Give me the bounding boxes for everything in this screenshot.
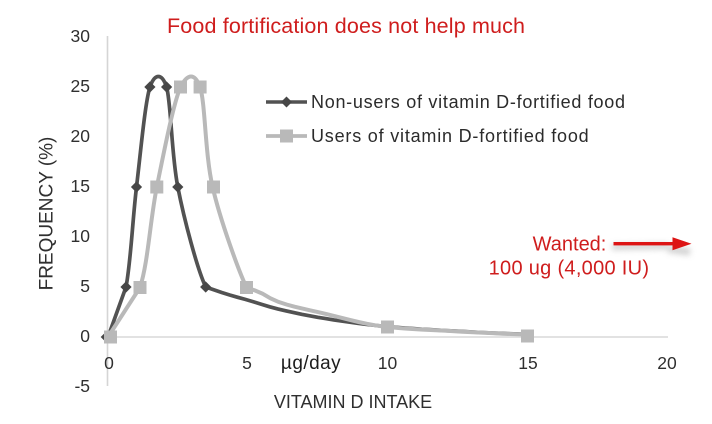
svg-text:10: 10 — [71, 226, 91, 246]
svg-text:µg/day: µg/day — [281, 353, 341, 374]
svg-text:10: 10 — [378, 353, 398, 373]
svg-text:0: 0 — [104, 353, 114, 373]
svg-text:Wanted:: Wanted: — [533, 234, 607, 256]
svg-text:Users of vitamin D-fortified f: Users of vitamin D-fortified food — [311, 126, 590, 146]
svg-text:20: 20 — [71, 126, 91, 146]
svg-text:0: 0 — [80, 326, 90, 346]
svg-text:VITAMIN D INTAKE: VITAMIN D INTAKE — [274, 392, 432, 412]
svg-text:-5: -5 — [74, 376, 90, 396]
svg-text:30: 30 — [71, 26, 91, 46]
svg-text:15: 15 — [71, 176, 90, 196]
svg-text:Food fortification does not he: Food fortification does not help much — [167, 14, 525, 38]
svg-text:5: 5 — [242, 353, 252, 373]
svg-text:Non-users of vitamin D-fortifi: Non-users of vitamin D-fortified food — [311, 92, 626, 112]
svg-text:FREQUENCY (%): FREQUENCY (%) — [37, 137, 58, 291]
svg-text:15: 15 — [518, 353, 537, 373]
svg-text:20: 20 — [657, 353, 677, 373]
svg-text:100 ug (4,000 IU): 100 ug (4,000 IU) — [489, 258, 650, 280]
svg-text:25: 25 — [71, 76, 90, 96]
svg-text:5: 5 — [80, 276, 90, 296]
